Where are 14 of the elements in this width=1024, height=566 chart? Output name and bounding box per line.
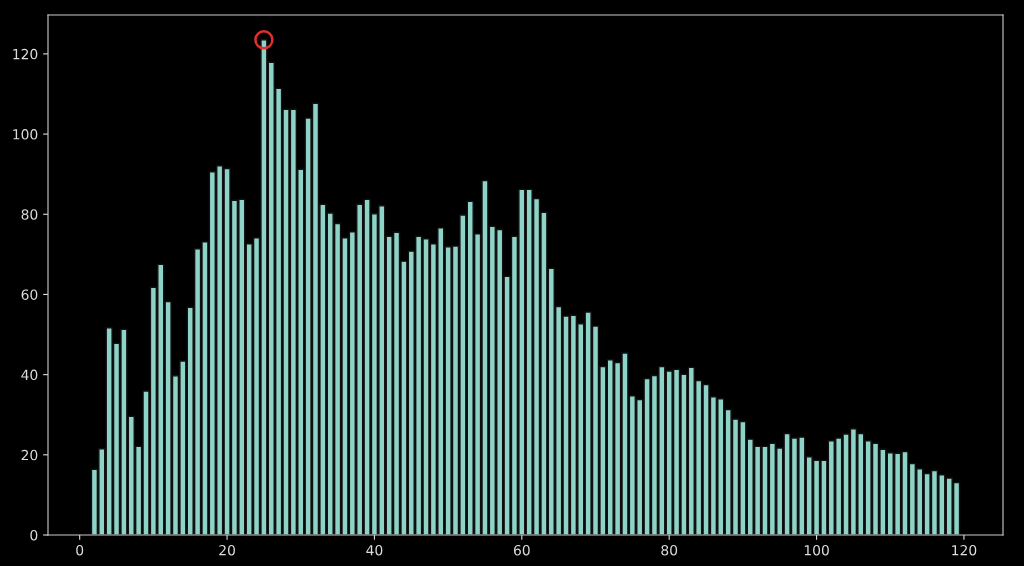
x-tick-label: 100 (804, 544, 829, 556)
x-tick-label: 0 (76, 544, 84, 556)
x-tick-label: 80 (661, 544, 678, 556)
y-tick-label: 20 (21, 449, 38, 461)
y-tick-label: 80 (21, 209, 38, 220)
y-tick-label: 0 (30, 529, 38, 541)
x-tick-label: 40 (366, 544, 383, 556)
y-tick-label: 40 (21, 369, 38, 381)
y-tick-label: 120 (13, 48, 38, 60)
x-tick-label: 120 (952, 544, 977, 556)
x-tick-label: 20 (219, 544, 235, 556)
x-tick-label: 60 (513, 544, 530, 556)
y-tick-label: 60 (21, 289, 38, 300)
y-tick-label: 100 (13, 129, 38, 140)
